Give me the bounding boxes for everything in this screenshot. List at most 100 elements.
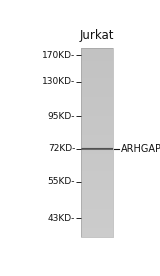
Bar	[81, 81, 113, 83]
Bar	[81, 128, 113, 130]
Bar	[81, 134, 113, 136]
Bar	[81, 218, 113, 220]
Bar	[81, 196, 113, 198]
Bar	[81, 172, 113, 174]
Bar	[81, 122, 113, 124]
Bar	[81, 150, 113, 151]
Bar	[81, 164, 113, 166]
Bar	[81, 68, 113, 70]
Bar	[81, 216, 113, 218]
Bar	[81, 161, 113, 163]
Bar	[81, 200, 113, 203]
Bar	[81, 147, 113, 149]
Bar	[81, 182, 113, 184]
Bar	[81, 163, 113, 165]
Bar	[81, 47, 113, 50]
Bar	[81, 126, 113, 128]
Bar	[81, 144, 113, 146]
Bar	[81, 235, 113, 237]
Bar	[81, 194, 113, 196]
Bar	[81, 230, 113, 232]
Bar	[81, 148, 113, 149]
Bar	[81, 171, 113, 172]
Bar	[81, 149, 113, 150]
Bar	[81, 213, 113, 215]
Bar	[81, 180, 113, 182]
Bar	[81, 189, 113, 192]
Text: 130KD-: 130KD-	[42, 78, 75, 86]
Bar	[81, 183, 113, 185]
Bar	[81, 219, 113, 221]
Bar	[81, 106, 113, 108]
Bar	[81, 96, 113, 99]
Bar	[81, 139, 113, 141]
Bar	[81, 205, 113, 207]
Text: 72KD-: 72KD-	[48, 144, 75, 153]
Bar	[81, 155, 113, 157]
Text: 43KD-: 43KD-	[48, 214, 75, 222]
Bar	[81, 227, 113, 229]
Bar	[81, 166, 113, 168]
Bar	[81, 109, 113, 111]
Bar	[81, 226, 113, 228]
Text: 170KD-: 170KD-	[42, 51, 75, 60]
Text: 55KD-: 55KD-	[48, 177, 75, 186]
Bar	[81, 98, 113, 100]
Bar	[81, 202, 113, 204]
Bar	[81, 84, 113, 86]
Bar	[81, 211, 113, 214]
Bar	[81, 233, 113, 235]
Bar	[81, 140, 113, 143]
Bar	[81, 60, 113, 62]
Bar	[81, 204, 113, 206]
Bar	[81, 54, 113, 56]
Bar	[81, 123, 113, 125]
Bar	[81, 185, 113, 187]
Bar	[81, 169, 113, 171]
Bar	[81, 62, 113, 64]
Bar	[81, 52, 113, 54]
Bar	[81, 95, 113, 97]
Bar	[81, 186, 113, 188]
Bar	[81, 104, 113, 106]
Bar	[81, 142, 113, 144]
Bar	[81, 210, 113, 212]
Bar	[81, 79, 113, 81]
Bar	[81, 107, 113, 110]
Bar	[81, 148, 113, 149]
Bar	[81, 229, 113, 231]
Bar	[81, 188, 113, 190]
Bar	[81, 148, 113, 150]
Bar	[81, 67, 113, 68]
Bar	[81, 125, 113, 127]
Bar	[81, 160, 113, 161]
Bar	[81, 232, 113, 234]
Bar	[81, 145, 113, 147]
Bar	[81, 137, 113, 139]
Bar	[81, 215, 113, 217]
Bar	[81, 199, 113, 201]
Bar	[81, 208, 113, 210]
Bar	[81, 90, 113, 92]
Bar	[81, 150, 113, 152]
Bar	[81, 87, 113, 89]
Bar	[81, 149, 113, 150]
Bar	[81, 65, 113, 67]
Bar	[81, 174, 113, 176]
Bar	[81, 73, 113, 75]
Bar	[81, 117, 113, 119]
Bar	[81, 153, 113, 155]
Bar	[81, 133, 113, 135]
Bar	[81, 152, 113, 154]
Bar	[81, 89, 113, 91]
Bar	[81, 114, 113, 116]
Bar	[81, 120, 113, 122]
Bar	[81, 146, 113, 147]
Bar	[81, 92, 113, 94]
Bar	[81, 70, 113, 72]
Bar	[81, 100, 113, 102]
Bar	[81, 224, 113, 226]
Text: 95KD-: 95KD-	[48, 112, 75, 121]
Bar	[81, 49, 113, 51]
Bar	[81, 118, 113, 121]
